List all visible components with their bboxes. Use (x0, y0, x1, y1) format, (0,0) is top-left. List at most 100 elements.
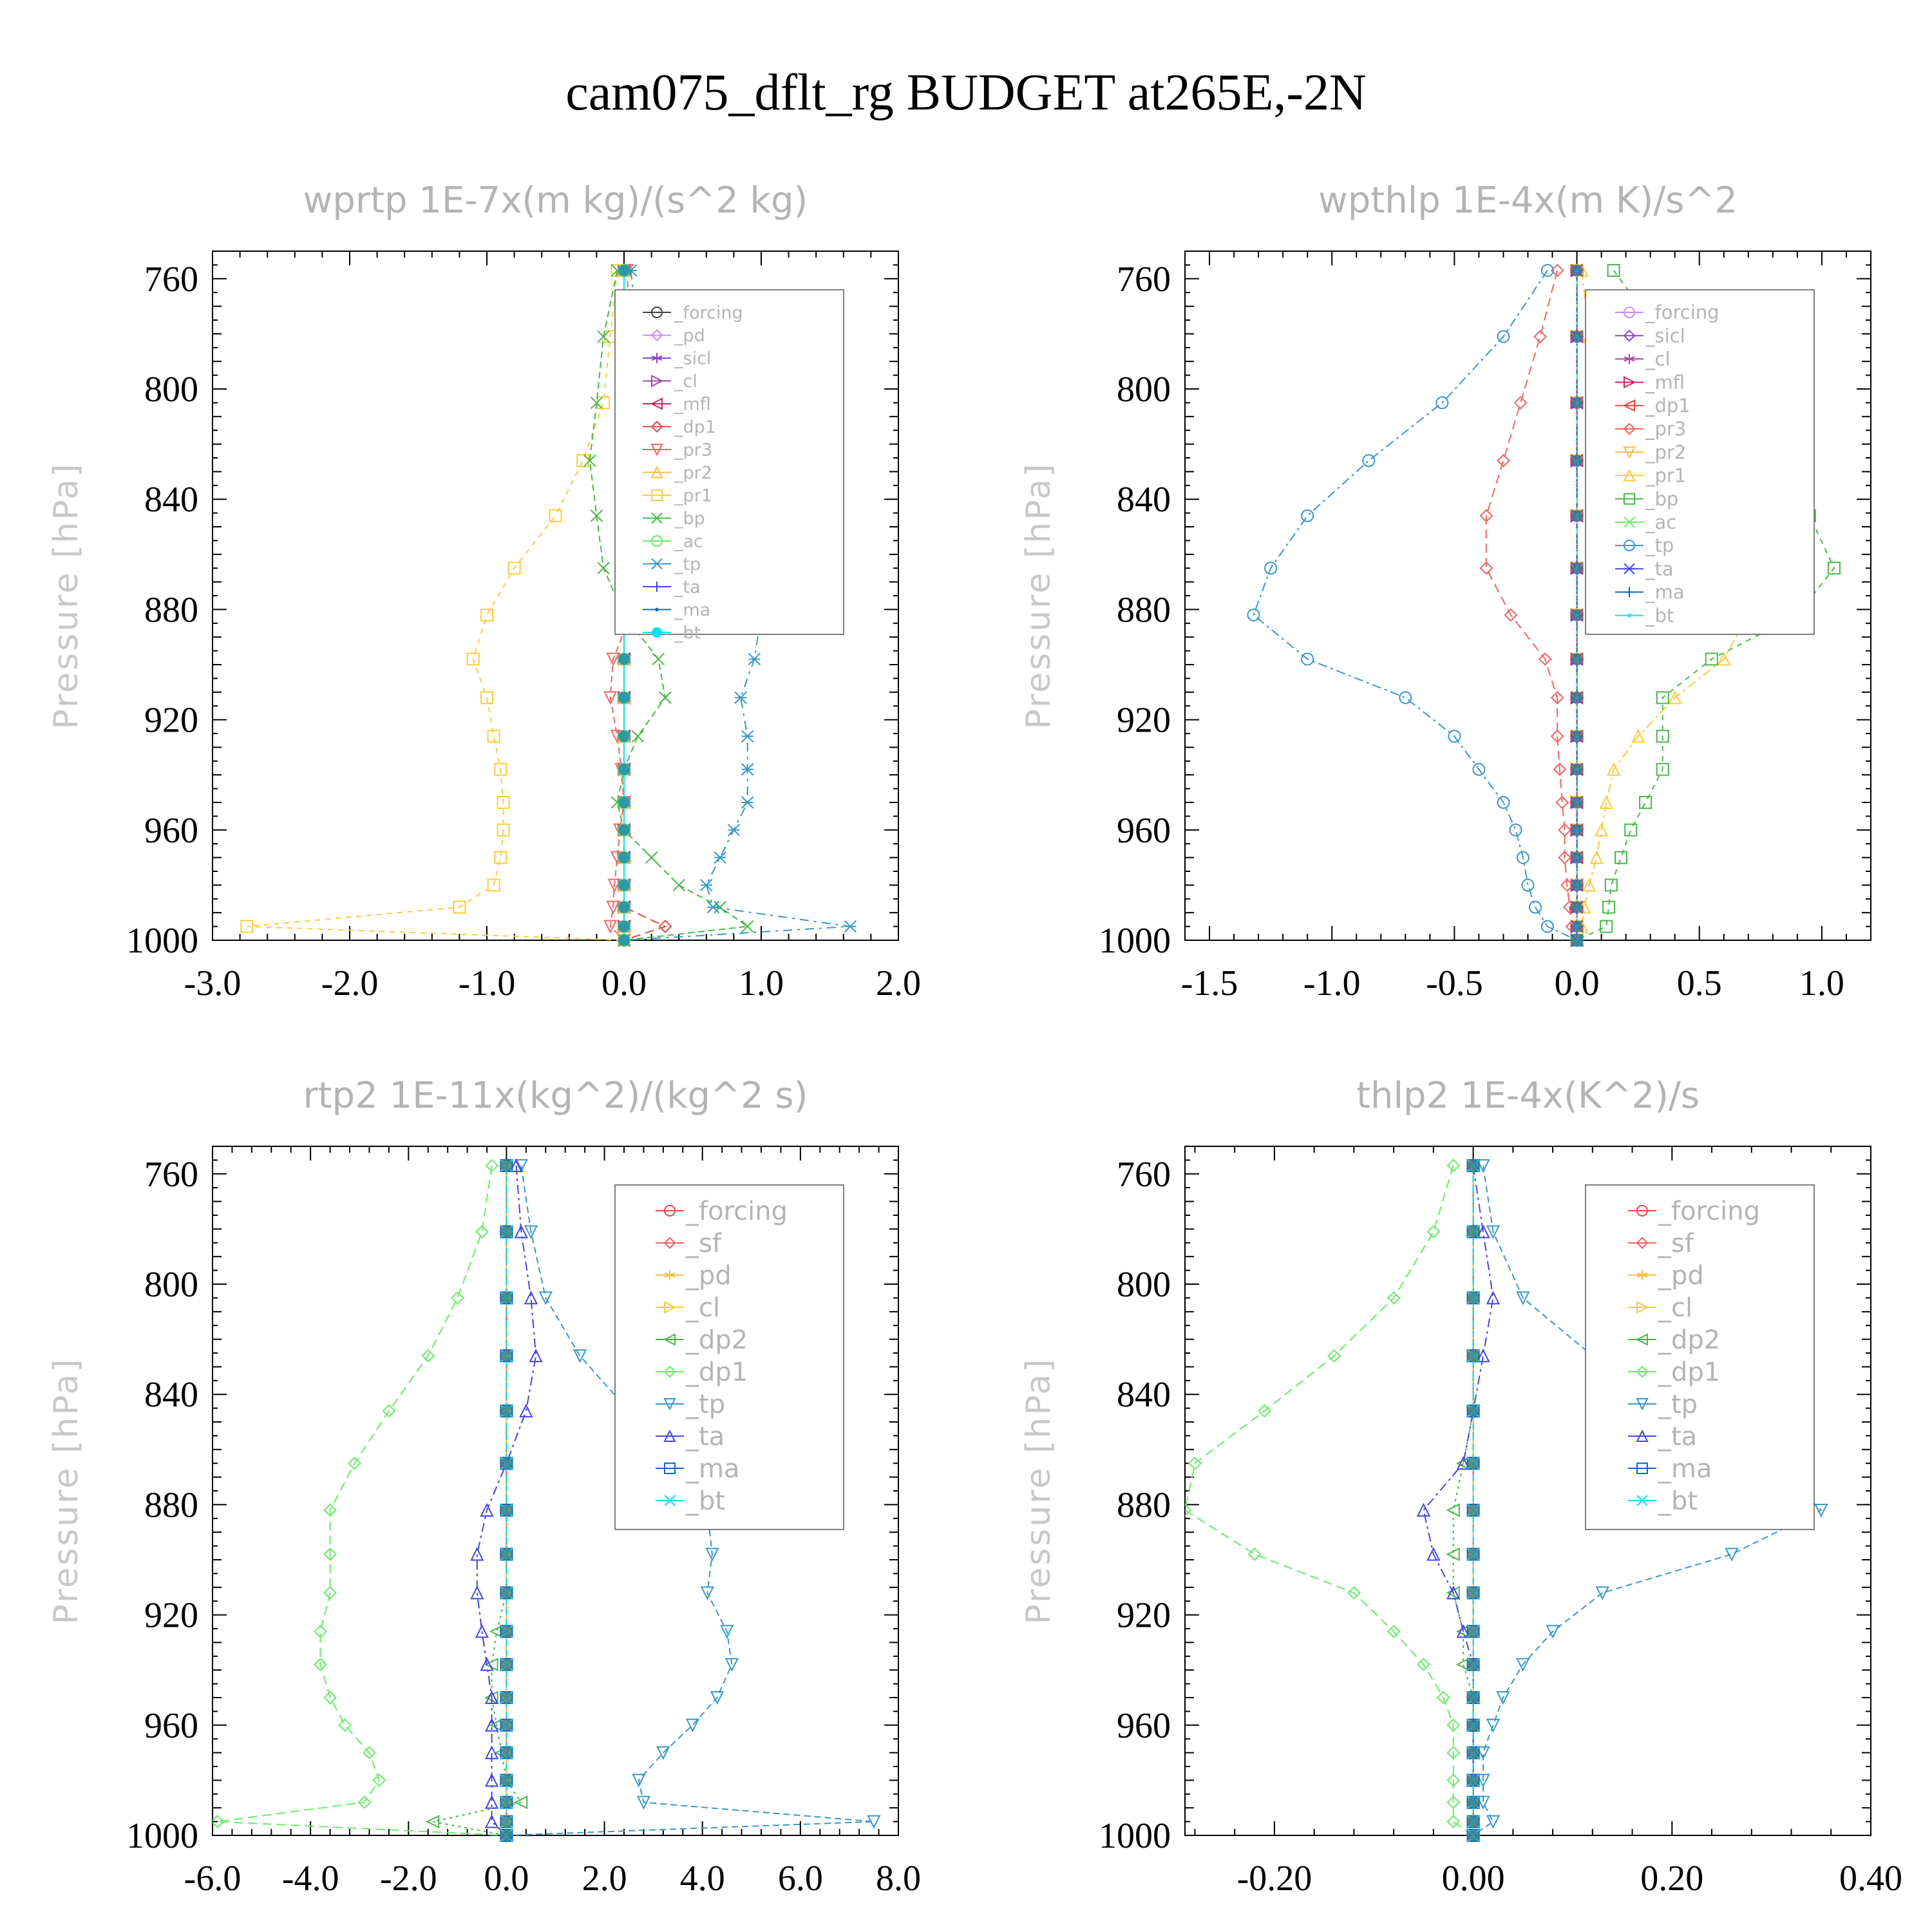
data-point (727, 824, 741, 837)
data-point (494, 762, 507, 776)
legend-marker (1623, 329, 1636, 342)
legend-label: _cl (674, 372, 697, 392)
legend-label: _pr2 (1645, 441, 1686, 463)
data-point (618, 934, 630, 946)
data-point (1446, 1586, 1460, 1600)
legend-item: _bt (643, 623, 701, 643)
data-point (1550, 729, 1564, 743)
data-point (213, 1815, 225, 1829)
legend-label: _bt (674, 623, 701, 643)
y-tick-label: 760 (144, 1155, 198, 1195)
legend-marker (650, 421, 663, 433)
data-point (1446, 1547, 1460, 1562)
data-point (1546, 1625, 1560, 1639)
data-point (1571, 879, 1583, 891)
legend-marker (650, 329, 663, 341)
data-point (500, 1405, 513, 1417)
data-point (1486, 1291, 1501, 1305)
x-tick-label: -4.0 (282, 1859, 339, 1899)
legend-label: _pr3 (674, 440, 712, 460)
legend-item: _pd (643, 326, 705, 346)
data-point (1717, 652, 1731, 666)
legend-item: _cl (1615, 348, 1671, 370)
legend-label: _pd (674, 326, 705, 346)
data-point (741, 730, 754, 743)
legend-marker (1636, 1270, 1648, 1280)
y-tick-label: 920 (1117, 701, 1171, 741)
data-point (1571, 824, 1583, 836)
data-point (1446, 1586, 1461, 1600)
data-point (659, 691, 672, 705)
data-point (1467, 1658, 1479, 1671)
data-point (1538, 652, 1552, 666)
x-tick-label: 0.00 (1442, 1859, 1505, 1899)
data-point (710, 1691, 724, 1705)
legend-marker (652, 582, 662, 592)
data-point (645, 851, 658, 864)
data-point (1486, 1225, 1501, 1239)
data-point (700, 878, 713, 892)
data-point (1571, 562, 1583, 574)
series-group (1247, 263, 1841, 948)
data-point (1521, 878, 1535, 892)
data-point (618, 692, 630, 704)
x-tick-label: -1.5 (1181, 963, 1238, 1003)
legend-marker (652, 627, 662, 638)
y-tick-label: 1000 (126, 1816, 198, 1856)
legend-label: _bp (674, 509, 705, 529)
legend-label: _cl (1645, 348, 1671, 370)
data-point (1436, 1690, 1450, 1705)
data-point (1467, 1226, 1479, 1238)
data-point (524, 1225, 538, 1239)
legend-label: _dp1 (1658, 1358, 1720, 1387)
x-tick-label: 0.0 (1555, 963, 1600, 1003)
legend-label: _cl (685, 1293, 720, 1323)
legend-label: _dp1 (1645, 395, 1690, 417)
data-point (484, 1718, 499, 1732)
legend-label: _mfl (674, 394, 711, 414)
legend-label: _sf (685, 1229, 722, 1258)
data-point (1604, 878, 1618, 892)
x-tick-label: -2.0 (321, 963, 379, 1003)
data-point (1558, 851, 1571, 865)
data-point (500, 1747, 513, 1759)
data-point (705, 1548, 719, 1562)
legend-marker (664, 1301, 677, 1314)
data-point (337, 1718, 352, 1732)
legend-marker (663, 1365, 676, 1378)
x-tick-label: -6.0 (184, 1859, 242, 1899)
data-point (1560, 878, 1574, 892)
data-point (1571, 397, 1583, 409)
legend-label: _cl (1658, 1293, 1692, 1323)
data-point (1387, 1291, 1401, 1305)
data-point (1668, 690, 1682, 705)
data-point (1571, 763, 1583, 775)
data-point (1571, 920, 1583, 933)
x-tick-label: -3.0 (184, 963, 242, 1003)
data-point (1705, 652, 1718, 666)
y-tick-label: 960 (1117, 1706, 1171, 1746)
legend-item: _cl (643, 372, 697, 392)
data-point (1516, 851, 1530, 864)
data-point (1600, 920, 1613, 933)
legend-label: _forcing (1645, 301, 1719, 323)
data-point (1479, 509, 1493, 523)
legend-item: _sicl (1615, 325, 1685, 346)
legend-marker (1623, 469, 1636, 482)
legend-label: _sicl (674, 348, 711, 368)
data-point (652, 652, 665, 666)
legend-item: _sf (1628, 1229, 1694, 1258)
figure-title: cam075_dflt_rg BUDGET at265E,-2N (565, 64, 1367, 121)
legend-label: _ac (1645, 511, 1676, 533)
data-point (1467, 1815, 1479, 1828)
legend-marker (650, 397, 663, 410)
data-point (372, 1773, 386, 1787)
y-tick-label: 960 (144, 1706, 198, 1746)
y-tick-label: 840 (144, 480, 198, 520)
y-tick-label: 880 (144, 1485, 198, 1525)
y-tick-label: 840 (1117, 480, 1171, 520)
data-point (1533, 330, 1547, 344)
legend-box (1585, 289, 1815, 635)
legend-marker (655, 607, 659, 612)
legend-label: _forcing (674, 303, 743, 323)
